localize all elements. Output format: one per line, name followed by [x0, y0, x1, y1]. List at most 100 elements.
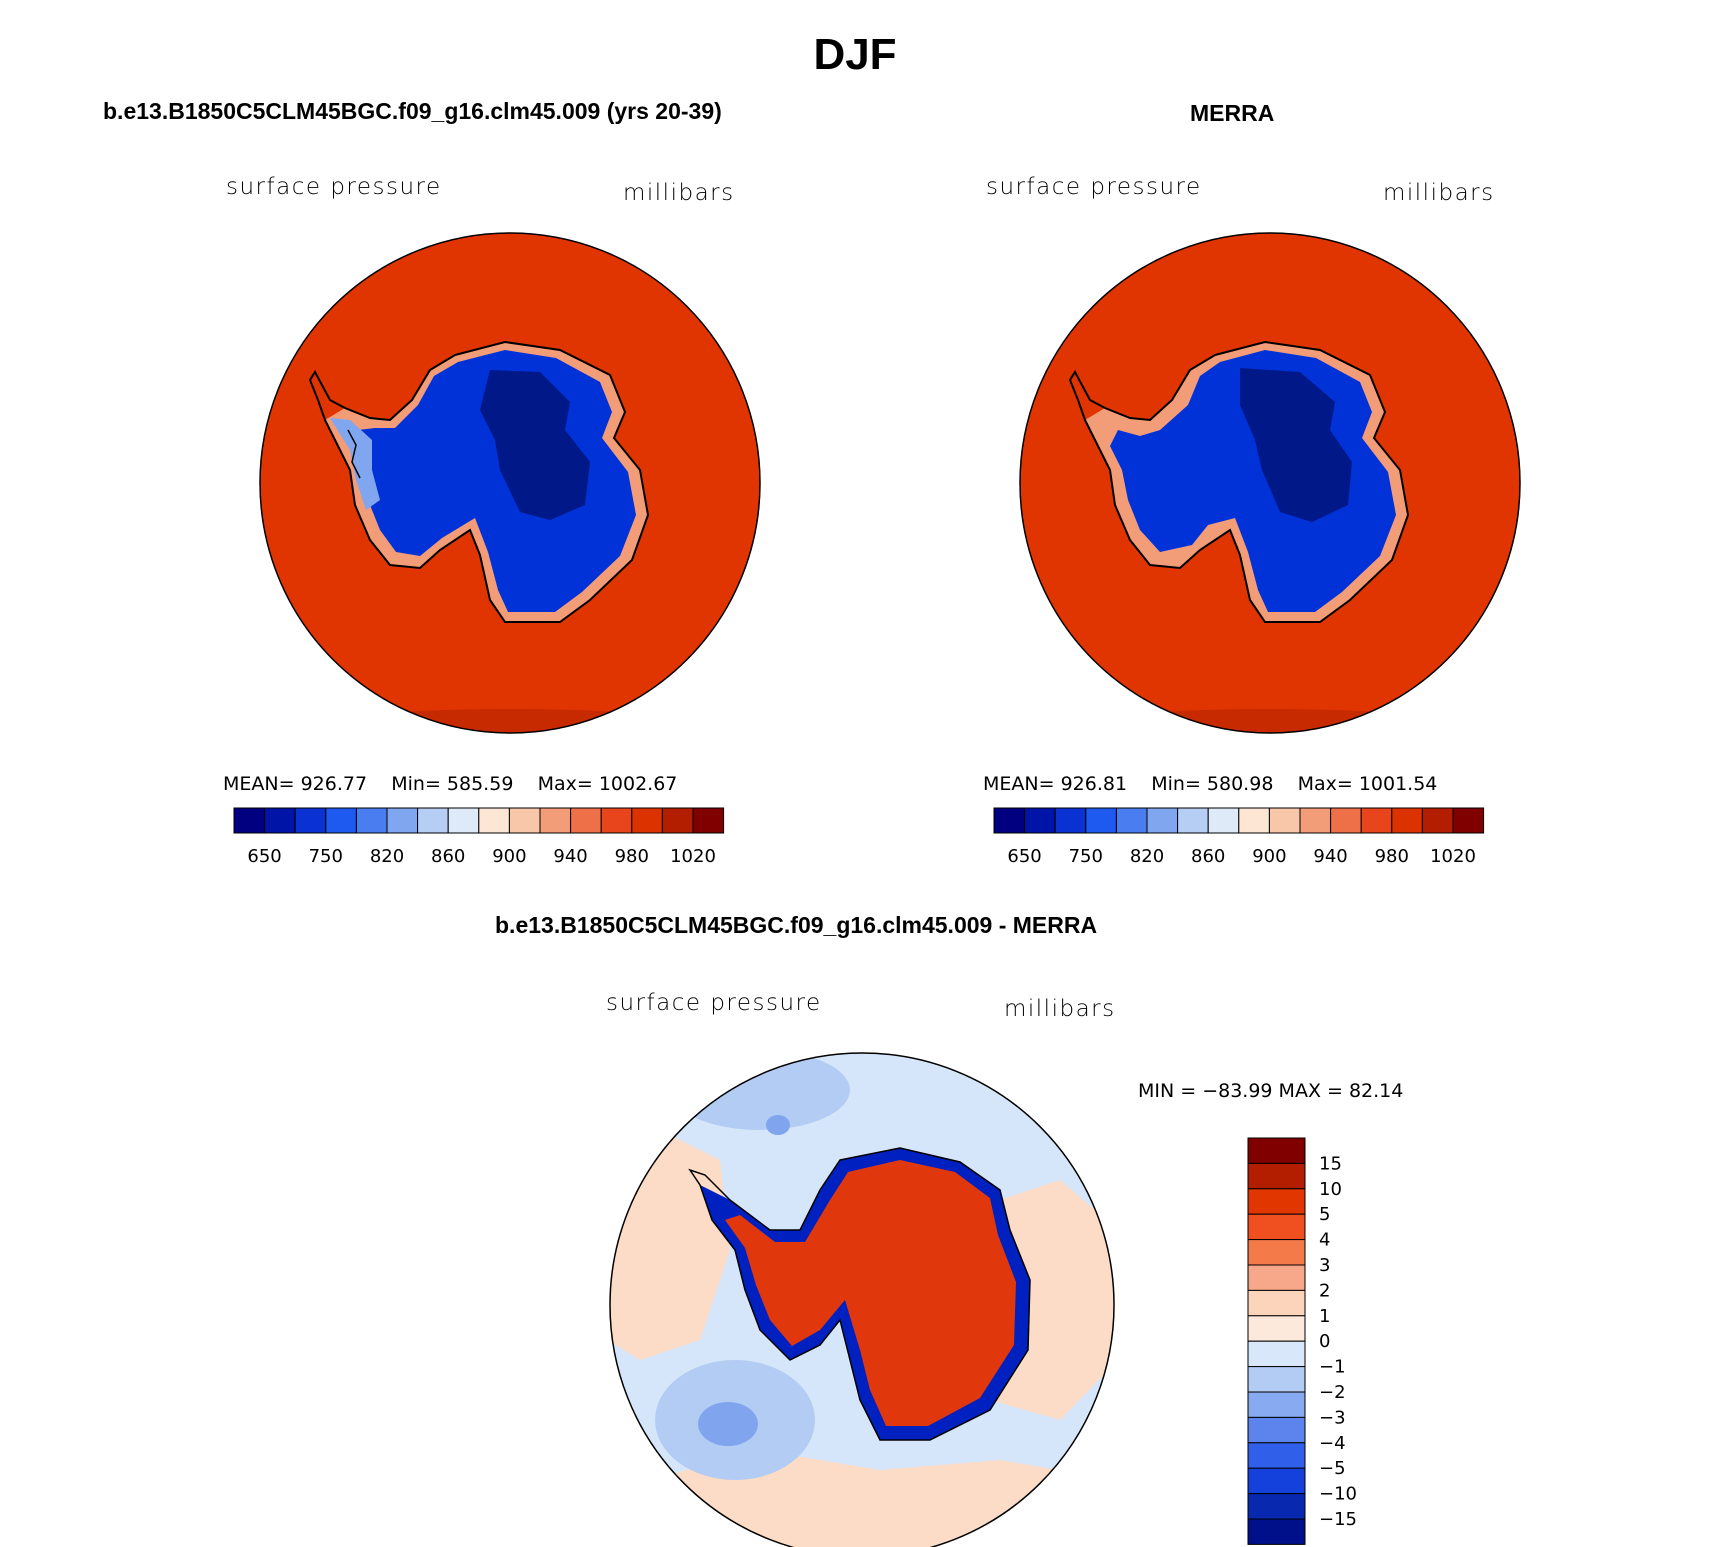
coastline: [1068, 340, 1410, 623]
colorbar-segment: [1247, 1518, 1306, 1545]
colorbar-segment: [539, 807, 572, 834]
min-value: 585.59: [446, 773, 514, 795]
colorbar-tick-label: −2: [1319, 1382, 1346, 1403]
panel-1-title: b.e13.B1850C5CLM45BGC.f09_g16.clm45.009 …: [103, 98, 722, 124]
max-label: Max=: [537, 773, 593, 795]
map-border: [259, 232, 761, 734]
colorbar-tick-label: 980: [1375, 846, 1409, 867]
colorbar-tick-label: 650: [1007, 846, 1041, 867]
colorbar-tick-label: 820: [370, 846, 404, 867]
colorbar-segment: [1146, 807, 1179, 834]
colorbar-tick-label: 750: [309, 846, 343, 867]
colorbar-segment: [325, 807, 357, 834]
colorbar-tick-label: 15: [1319, 1153, 1342, 1174]
colorbar-tick-label: −1: [1319, 1357, 1346, 1378]
colorbar-tick-label: 1: [1319, 1306, 1330, 1327]
diff-minmax: MIN = −83.99 MAX = 82.14: [1138, 1080, 1404, 1102]
colorbar-tick-label: 940: [553, 846, 587, 867]
colorbar-segment: [1247, 1188, 1306, 1215]
colorbar-tick-label: 940: [1313, 846, 1347, 867]
colorbar-segment: [570, 807, 602, 834]
map-border: [609, 1052, 1115, 1547]
colorbar-tick-label: 900: [1252, 846, 1286, 867]
peninsula-ice: [330, 418, 380, 510]
colorbar-segment: [1247, 1442, 1306, 1469]
min-label: Min=: [1151, 773, 1201, 795]
colorbar-tick-label: 10: [1319, 1179, 1342, 1200]
colorbar-segment: [692, 807, 725, 834]
colorbar-tick-label: 1020: [670, 846, 716, 867]
diff-variable-label: surface pressure: [606, 990, 822, 1016]
panel-1-stats: MEAN= 926.77 Min= 585.59 Max= 1002.67: [223, 773, 677, 795]
cool-anomaly-core: [698, 1402, 758, 1446]
panel-2-stats: MEAN= 926.81 Min= 580.98 Max= 1001.54: [983, 773, 1437, 795]
colorbar-tick-label: 750: [1069, 846, 1103, 867]
colorbar-segment: [508, 807, 541, 834]
panel-2-title: MERRA: [1190, 100, 1275, 126]
mean-label: MEAN=: [223, 773, 295, 795]
colorbar-segment: [294, 807, 327, 834]
panel-2-units-label: millibars: [1383, 180, 1495, 206]
colorbar-segment: [1054, 807, 1087, 834]
colorbar-segment: [1085, 807, 1117, 834]
colorbar-segment: [1247, 1340, 1306, 1368]
colorbar-tick-label: 0: [1319, 1331, 1330, 1352]
colorbar-segment: [1247, 1366, 1306, 1393]
colorbar-segment: [1247, 1213, 1306, 1241]
colorbar-segment: [600, 807, 633, 834]
max-value: 1002.67: [598, 773, 678, 795]
colorbar-segment: [447, 807, 480, 834]
colorbar-segment: [1247, 1391, 1306, 1418]
colorbar-segment: [1247, 1289, 1306, 1317]
colorbar-segment: [386, 807, 419, 834]
colorbar-segment: [1024, 807, 1056, 834]
map-merra: [1019, 232, 1521, 734]
colorbar-tick-label: 2: [1319, 1280, 1330, 1301]
colorbar-segment: [1207, 807, 1240, 834]
colorbar-segment: [993, 807, 1026, 834]
colorbar-tick-label: 860: [431, 846, 465, 867]
colorbar-tick-label: 900: [492, 846, 526, 867]
map-border: [1019, 232, 1521, 734]
map-difference: [609, 1052, 1115, 1547]
colorbar-tick-label: 980: [615, 846, 649, 867]
diff-panel-title: b.e13.B1850C5CLM45BGC.f09_g16.clm45.009 …: [495, 912, 1098, 938]
colorbar-segment: [478, 807, 510, 834]
panel-1-variable-label: surface pressure: [226, 174, 442, 200]
colorbar-segment: [1115, 807, 1148, 834]
coastline-detail: [347, 429, 361, 479]
colorbar-segment: [1247, 1162, 1306, 1190]
positive-interior: [725, 1160, 1016, 1426]
continent-interior: [480, 370, 590, 520]
max-value: 1001.54: [1358, 773, 1438, 795]
colorbar-segment: [1247, 1467, 1306, 1495]
cool-anomaly: [670, 1053, 850, 1130]
colorbar-segment: [1299, 807, 1332, 834]
cool-anomaly-core: [766, 1115, 790, 1135]
colorbar-segment: [661, 807, 694, 834]
mean-label: MEAN=: [983, 773, 1055, 795]
colorbar-segment: [1268, 807, 1301, 834]
panel-1-units-label: millibars: [623, 180, 735, 206]
colorbar-tick-label: −5: [1319, 1458, 1346, 1479]
colorbar-tick-label: 1020: [1430, 846, 1476, 867]
colorbar-segment: [1177, 807, 1209, 834]
colorbar-model: 650 750 820 860 900 940 980 1020: [233, 807, 725, 867]
colorbar-segment: [1247, 1264, 1306, 1291]
colorbar-segment: [1330, 807, 1362, 834]
colorbar-tick-label: 650: [247, 846, 281, 867]
colorbar-tick-label: 3: [1319, 1255, 1330, 1276]
colorbar-segment: [1391, 807, 1423, 834]
coastline: [308, 340, 650, 623]
map-model: [259, 232, 761, 734]
page-title: DJF: [813, 30, 897, 79]
min-value: 580.98: [1206, 773, 1274, 795]
colorbar-tick-label: −10: [1319, 1484, 1357, 1505]
colorbar-segment: [417, 807, 449, 834]
colorbar-segment: [264, 807, 296, 834]
colorbar-segment: [1247, 1493, 1306, 1520]
colorbar-segment: [1247, 1315, 1306, 1342]
mean-value: 926.81: [1060, 773, 1128, 795]
